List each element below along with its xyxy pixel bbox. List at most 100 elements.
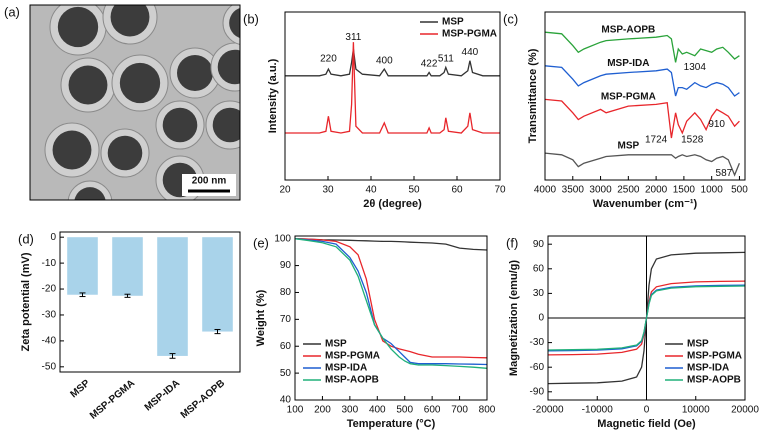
- y-tick-label: -50: [42, 361, 57, 372]
- annotation: 440: [462, 47, 479, 58]
- particle-core: [212, 107, 240, 143]
- particle-core: [107, 135, 143, 171]
- x-tick-label: 60: [451, 185, 463, 196]
- frame: [294, 235, 488, 401]
- legend-label: MSP-IDA: [687, 363, 729, 374]
- annotation: 910: [708, 119, 725, 130]
- particle-core: [68, 65, 108, 105]
- y-tick-label: 0: [538, 313, 544, 324]
- legend-label: MSP: [687, 339, 709, 350]
- frame: [29, 4, 241, 201]
- series-label: MSP-PGMA: [601, 92, 656, 103]
- x-tick-label: 0: [644, 405, 650, 416]
- y-tick-label: 70: [280, 314, 292, 325]
- particle-core: [177, 55, 213, 91]
- series-line: [544, 152, 741, 177]
- x-tick-label: 4000: [534, 185, 557, 196]
- x-tick-label: 2000: [645, 185, 668, 196]
- legend-label: MSP: [442, 17, 464, 28]
- y-tick-label: 90: [533, 239, 545, 250]
- particle-core: [217, 49, 240, 85]
- particle-core: [110, 5, 150, 37]
- series-line: [285, 48, 500, 77]
- x-axis-label: Magnetic field (Oe): [597, 418, 696, 430]
- y-tick-label: 0: [50, 232, 56, 243]
- series-line: [294, 238, 488, 359]
- y-tick-label: 50: [280, 368, 292, 379]
- series-line: [285, 42, 500, 134]
- frame: [547, 235, 746, 401]
- series-line: [294, 238, 488, 366]
- annotation: 511: [438, 54, 454, 65]
- y-tick-label: -30: [530, 337, 545, 348]
- annotation: 400: [376, 55, 393, 66]
- legend-label: MSP-PGMA: [687, 351, 742, 362]
- particles: [44, 5, 240, 200]
- x-tick-label: -20000: [532, 405, 564, 416]
- frame: [59, 231, 241, 373]
- y-tick-label: -40: [42, 336, 57, 347]
- y-tick-label: -60: [530, 362, 545, 373]
- series-label: MSP-AOPB: [601, 25, 655, 36]
- x-tick-label: 3000: [589, 185, 612, 196]
- annotation: 422: [421, 59, 438, 70]
- y-tick-label: 100: [274, 233, 291, 244]
- y-tick-label: 80: [280, 287, 292, 298]
- y-axis-label: Transmittance (%): [527, 48, 539, 143]
- series-line: [544, 65, 740, 97]
- x-axis-label: Temperature (°C): [347, 418, 436, 430]
- x-tick-label: 30: [322, 185, 334, 196]
- annotation: 1528: [681, 134, 704, 145]
- x-tick-label: 500: [731, 185, 748, 196]
- x-tick-label: 40: [365, 185, 377, 196]
- x-tick-label: 1500: [673, 185, 696, 196]
- annotation: 1724: [645, 134, 668, 145]
- annotation: 1304: [684, 62, 707, 73]
- series-label: MSP: [617, 140, 639, 151]
- legend-label: MSP-PGMA: [442, 29, 497, 40]
- x-tick-label: 600: [424, 405, 441, 416]
- series-label: MSP-IDA: [607, 58, 649, 69]
- y-axis-label: Zeta potential (mV): [20, 252, 32, 351]
- x-tick-label: 100: [287, 405, 304, 416]
- y-tick-label: 40: [280, 395, 292, 406]
- y-axis-label: Magnetization (emu/g): [508, 260, 520, 376]
- y-tick-label: 60: [533, 263, 545, 274]
- panel-label: (d): [18, 231, 34, 246]
- particle-core: [162, 107, 198, 143]
- series-line: [547, 285, 746, 351]
- legend-label: MSP-PGMA: [325, 351, 380, 362]
- annotation: 587: [716, 168, 733, 179]
- x-tick-label: 500: [396, 405, 413, 416]
- annotation: 311: [345, 32, 361, 43]
- x-tick-label: 50: [408, 185, 420, 196]
- x-tick-label: MSP-PGMA: [88, 378, 137, 422]
- y-axis-label: Weight (%): [255, 289, 267, 346]
- y-tick-label: 90: [280, 260, 292, 271]
- bar: [157, 237, 188, 356]
- x-tick-label: 800: [479, 405, 496, 416]
- particle-core: [74, 187, 106, 200]
- frame: [544, 11, 746, 181]
- y-tick-label: -10: [42, 258, 57, 269]
- panel-label: (c): [503, 11, 518, 26]
- legend-label: MSP-IDA: [325, 363, 367, 374]
- particle-core: [52, 130, 92, 170]
- frame: [284, 11, 501, 181]
- x-tick-label: MSP-AOPB: [179, 378, 227, 421]
- particle-core: [57, 6, 99, 48]
- x-tick-label: -10000: [582, 405, 614, 416]
- x-tick-label: 20000: [731, 405, 759, 416]
- particle-core: [119, 62, 161, 104]
- series-line: [294, 238, 488, 369]
- panel-label: (b): [243, 11, 259, 26]
- x-tick-label: 2500: [617, 185, 640, 196]
- x-tick-label: MSP-IDA: [143, 378, 182, 414]
- y-axis-label: Intensity (a.u.): [267, 58, 279, 133]
- legend-label: MSP-AOPB: [687, 375, 741, 386]
- particle-core: [229, 7, 240, 39]
- x-tick-label: MSP: [68, 378, 92, 401]
- panel-label: (a): [4, 4, 20, 19]
- x-tick-label: 200: [314, 405, 331, 416]
